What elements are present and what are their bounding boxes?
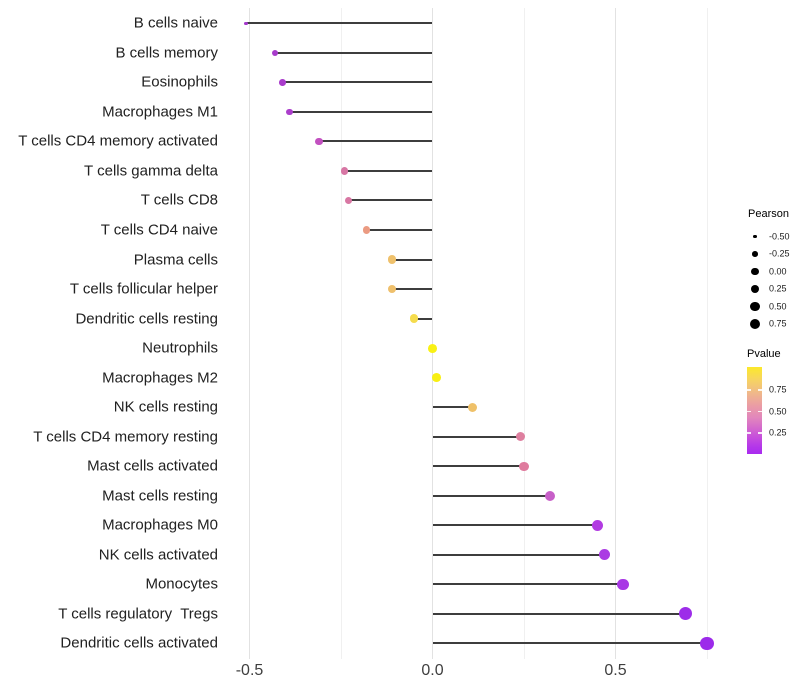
- lollipop-dot: [344, 196, 352, 205]
- x-tick-label: -0.5: [235, 662, 264, 679]
- gridline-x: [523, 8, 525, 659]
- lollipop-dot: [428, 343, 437, 353]
- lollipop-dot: [431, 373, 441, 383]
- pvalue-colorbar-tick: [758, 410, 762, 413]
- category-label: T cells CD4 naive: [100, 221, 218, 239]
- lollipop-stem: [432, 553, 605, 556]
- lollipop-stem: [432, 494, 550, 497]
- category-label: Mast cells activated: [87, 457, 218, 475]
- lollipop-stem: [432, 612, 686, 615]
- pvalue-colorbar: [747, 367, 762, 454]
- size-legend-label: -0.25: [769, 248, 790, 259]
- category-label: T cells gamma delta: [84, 162, 218, 180]
- category-label: Mast cells resting: [102, 487, 218, 505]
- size-legend-dot: [749, 318, 761, 330]
- size-legend-label: 0.00: [769, 266, 787, 276]
- lollipop-stem: [432, 583, 623, 586]
- category-label: Monocytes: [145, 575, 218, 593]
- category-label: T cells follicular helper: [69, 280, 218, 298]
- pvalue-colorbar-tick: [747, 410, 751, 413]
- lollipop-dot: [617, 578, 629, 591]
- gridline-x: [249, 8, 250, 659]
- lollipop-stem: [366, 229, 433, 231]
- pvalue-colorbar-tick: [747, 432, 751, 434]
- gridline-x: [432, 8, 433, 659]
- lollipop-stem: [245, 22, 433, 25]
- category-label: Dendritic cells activated: [60, 634, 218, 652]
- lollipop-stem: [344, 169, 433, 172]
- pvalue-colorbar-tick: [758, 389, 762, 391]
- color-legend-title: Pvalue: [747, 348, 781, 360]
- lollipop-dot: [362, 226, 371, 234]
- size-legend-dot: [751, 267, 759, 276]
- category-label: NK cells activated: [98, 546, 218, 564]
- size-legend-dot: [753, 234, 757, 239]
- lollipop-dot: [700, 636, 714, 651]
- lollipop-dot: [340, 167, 349, 175]
- gridline-x: [706, 8, 708, 659]
- lollipop-stem: [432, 642, 707, 645]
- lollipop-dot: [591, 519, 603, 531]
- size-legend-dot: [752, 251, 758, 257]
- lollipop-dot: [515, 432, 526, 442]
- pvalue-tick-label: 0.50: [769, 406, 787, 416]
- lollipop-stem: [348, 199, 433, 202]
- pvalue-tick-label: 0.75: [769, 384, 787, 395]
- lollipop-stem: [319, 140, 433, 143]
- lollipop-dot: [244, 21, 248, 25]
- lollipop-stem: [289, 110, 433, 113]
- lollipop-dot: [315, 137, 323, 145]
- gridline-x: [340, 8, 342, 659]
- pvalue-colorbar-tick: [758, 432, 762, 434]
- lollipop-dot: [544, 490, 555, 501]
- lollipop-dot: [279, 79, 286, 86]
- x-tick-label: 0.5: [604, 662, 627, 679]
- lollipop-dot: [409, 314, 419, 323]
- category-label: T cells regulatory Tregs: [58, 605, 218, 623]
- lollipop-stem: [392, 258, 433, 261]
- size-legend-dot: [750, 301, 760, 312]
- category-label: Macrophages M2: [102, 369, 218, 387]
- category-label: Dendritic cells resting: [75, 310, 218, 328]
- lollipop-dot: [468, 402, 478, 412]
- lollipop-dot: [678, 607, 692, 621]
- category-label: Macrophages M1: [102, 103, 218, 121]
- size-legend-label: 0.25: [769, 283, 787, 294]
- category-label: T cells CD4 memory resting: [33, 428, 218, 446]
- category-label: NK cells resting: [113, 398, 218, 416]
- pvalue-tick-label: 0.25: [769, 427, 787, 438]
- size-legend-label: -0.50: [769, 231, 790, 241]
- lollipop-stem: [414, 317, 433, 320]
- lollipop-stem: [432, 406, 473, 409]
- lollipop-stem: [282, 81, 433, 84]
- lollipop-dot: [286, 108, 294, 116]
- category-label: Macrophages M0: [102, 516, 218, 534]
- size-legend-label: 0.50: [769, 301, 787, 311]
- x-tick-label: 0.0: [421, 662, 444, 679]
- lollipop-stem: [392, 288, 433, 291]
- lollipop-dot: [388, 255, 397, 264]
- lollipop-dot: [598, 549, 611, 561]
- category-label: B cells naive: [133, 14, 218, 32]
- lollipop-stem: [432, 465, 524, 468]
- lollipop-dot: [519, 461, 529, 471]
- lollipop-dot: [388, 284, 397, 294]
- size-legend-dot: [750, 284, 760, 294]
- category-label: Neutrophils: [142, 339, 218, 357]
- size-legend-label: 0.75: [769, 318, 787, 329]
- size-legend-title: Pearson: [748, 208, 789, 220]
- category-label: T cells CD8: [140, 191, 218, 209]
- category-label: Plasma cells: [133, 251, 218, 269]
- lollipop-stem: [432, 524, 598, 527]
- pvalue-colorbar-tick: [747, 389, 751, 391]
- category-label: T cells CD4 memory activated: [18, 132, 218, 150]
- gridline-x: [615, 8, 616, 659]
- lollipop-dot: [271, 49, 279, 57]
- lollipop-stem: [275, 51, 433, 54]
- category-label: B cells memory: [115, 44, 218, 62]
- lollipop-stem: [432, 435, 521, 438]
- category-label: Eosinophils: [141, 73, 218, 91]
